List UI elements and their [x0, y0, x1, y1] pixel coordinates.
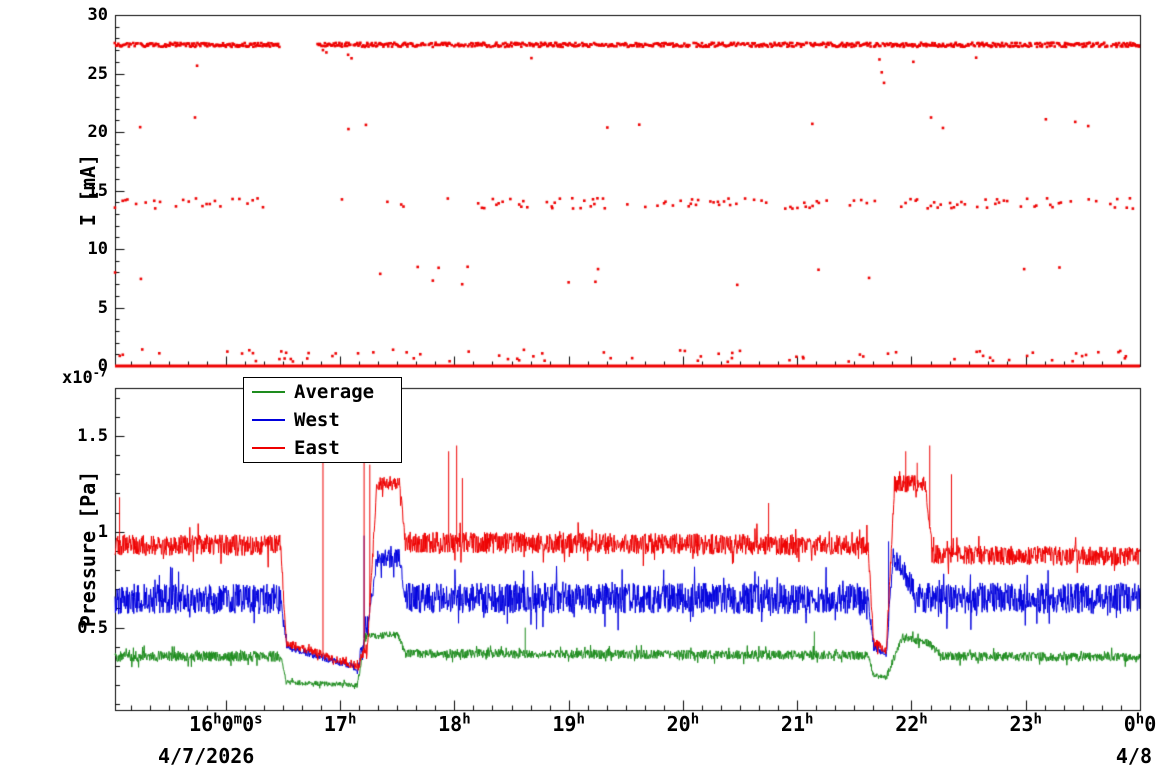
x-axis-date-right: 4/8 — [1115, 744, 1152, 768]
x-tick-label: 17h — [323, 711, 357, 736]
x-tick-label: 19h — [552, 711, 585, 736]
legend-item-east: East — [244, 437, 401, 459]
x-tick-label: 16h0m0s — [189, 711, 263, 736]
top-y-tick-label: 0 — [97, 356, 108, 376]
x-tick-label: 23h — [1009, 711, 1042, 736]
legend-item-west: West — [244, 409, 401, 431]
top-y-tick-label: 15 — [87, 180, 108, 201]
legend-line-sample — [252, 419, 285, 421]
legend-item-average: Average — [244, 381, 401, 403]
bottom-y-tick-label: 1.5 — [77, 425, 108, 446]
y-scale-exponent-label: x10-7 — [62, 365, 108, 388]
legend: Average West East — [243, 377, 402, 463]
bottom-y-tick-label: 0.5 — [77, 617, 108, 638]
top-y-tick-label: 30 — [87, 5, 108, 25]
bottom-y-axis-title: Pressure [Pa] — [76, 470, 100, 628]
top-y-tick-label: 25 — [87, 63, 108, 84]
top-y-tick-label: 5 — [97, 297, 108, 318]
legend-label: Average — [294, 381, 375, 403]
x-tick-label: 22h — [895, 711, 928, 736]
x-axis-date-left: 4/7/2026 — [158, 744, 255, 768]
x-tick-label: 20h — [666, 711, 700, 736]
top-y-tick-label: 20 — [87, 122, 108, 142]
legend-line-sample — [252, 391, 285, 393]
x-tick-label: 18h — [438, 711, 471, 736]
legend-line-sample — [252, 447, 285, 449]
x-tick-label: 21h — [780, 711, 814, 736]
legend-label: West — [294, 409, 340, 431]
top-y-tick-label: 10 — [87, 239, 108, 259]
x-tick-label: 0h0 — [1123, 711, 1157, 736]
bottom-y-tick-label: 1 — [97, 521, 108, 542]
legend-label: East — [294, 437, 340, 459]
